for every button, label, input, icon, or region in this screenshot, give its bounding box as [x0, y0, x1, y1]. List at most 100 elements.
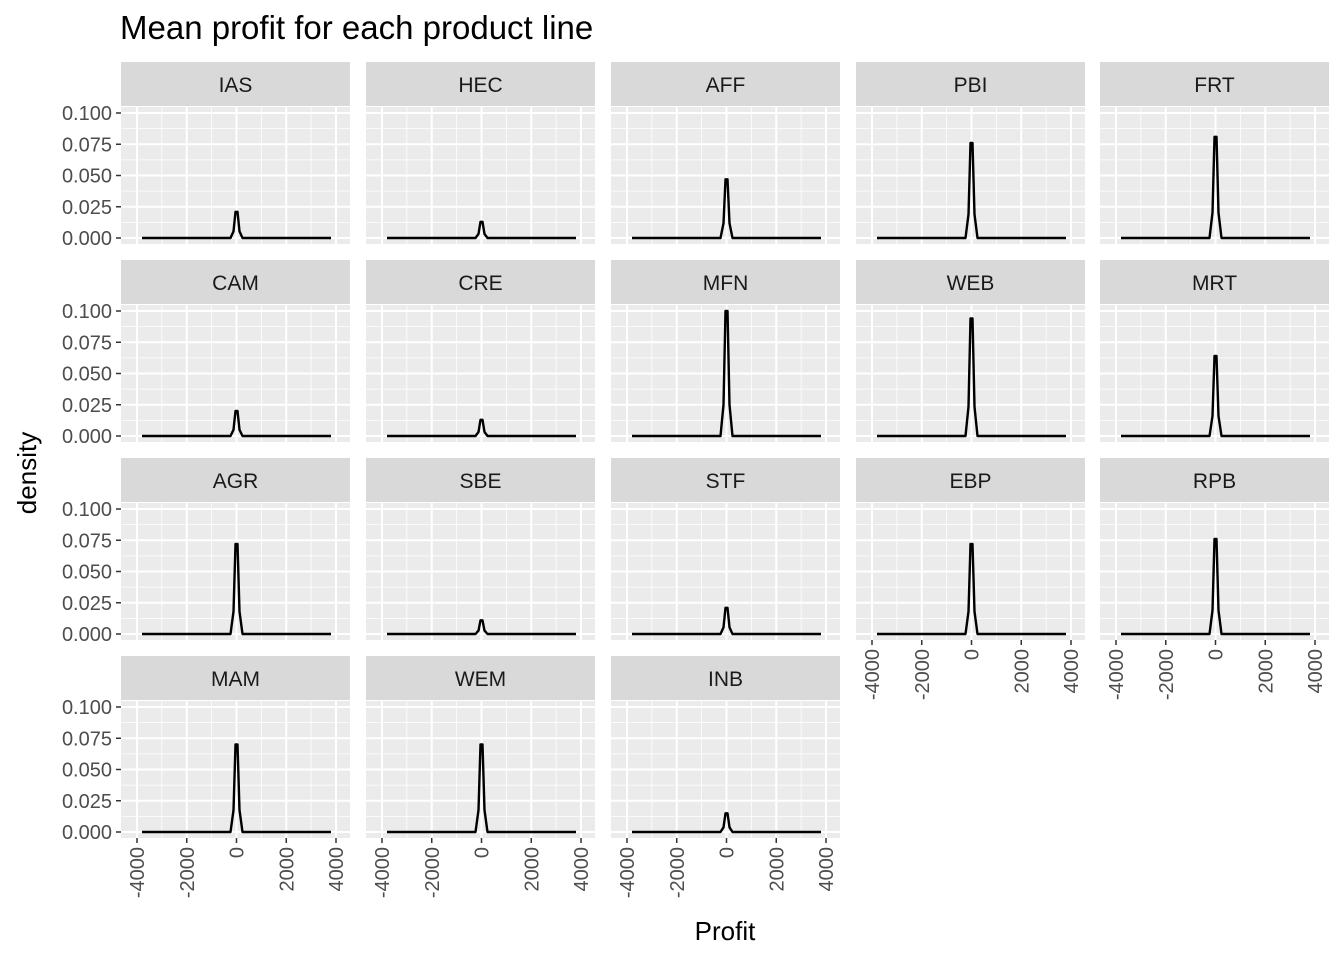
facet-strip: [856, 260, 1085, 304]
facet-hec: HEC: [366, 62, 595, 244]
x-tick-label: 4000: [816, 847, 838, 892]
density-line-agr: [142, 542, 331, 636]
facet-agr: AGR 0.000 0.025 0.050 0.075 0.100: [62, 458, 350, 646]
facet-web: WEB: [856, 260, 1085, 442]
facet-strip: [366, 260, 595, 304]
facet-strip: [121, 458, 350, 502]
facet-sbe: SBE: [366, 458, 595, 640]
density-line-wem: [387, 743, 576, 834]
facet-strip: [856, 62, 1085, 106]
density-line-pbi: [877, 141, 1066, 240]
facet-wem: WEM -4000 -2000 0 2000 4000: [366, 656, 595, 898]
facet-strip: [1100, 458, 1329, 502]
facet-strip-label: AGR: [213, 470, 259, 493]
y-tick-label: 0.050: [62, 760, 112, 782]
density-line-mam: [142, 743, 331, 834]
y-tick-label: 0.050: [62, 364, 112, 386]
facet-strip: [121, 62, 350, 106]
x-tick-label: 2000: [1011, 649, 1033, 694]
y-tick-label: 0.025: [62, 395, 112, 417]
density-line-cre: [387, 418, 576, 438]
facet-ebp: EBP -4000 -2000 0 2000 4000: [856, 458, 1085, 700]
facet-strip-label: IAS: [219, 74, 253, 97]
facet-strip: [366, 62, 595, 106]
x-tick-label: 0: [227, 847, 249, 858]
x-tick-label: -4000: [127, 847, 149, 898]
y-tick-label: 0.075: [62, 134, 112, 156]
density-line-ebp: [877, 542, 1066, 636]
y-tick-label: 0.050: [62, 166, 112, 188]
facet-mrt: MRT: [1100, 260, 1329, 442]
x-tick-label: 2000: [766, 847, 788, 892]
facet-mam: MAM 0.000 0.025 0.050 0.075 0.100 -4000 -2000 0 2…: [62, 656, 350, 898]
density-line-sbe: [387, 619, 576, 636]
facet-strip: [121, 260, 350, 304]
y-tick-label: 0.000: [62, 426, 112, 448]
facet-mfn: MFN: [611, 260, 840, 442]
facet-strip: [1100, 260, 1329, 304]
facet-strip: [1100, 62, 1329, 106]
x-tick-label: 4000: [571, 847, 593, 892]
x-tick-label: 4000: [1061, 649, 1083, 694]
y-tick-label: 0.100: [62, 697, 112, 719]
x-tick-label: -2000: [177, 847, 199, 898]
facet-stf: STF: [611, 458, 840, 640]
density-line-web: [877, 317, 1066, 438]
density-line-cam: [142, 409, 331, 438]
density-line-mfn: [632, 309, 821, 438]
facet-strip-label: STF: [706, 470, 746, 493]
y-tick-label: 0.000: [62, 624, 112, 646]
x-tick-label: -2000: [912, 649, 934, 700]
y-tick-label: 0.025: [62, 197, 112, 219]
facet-strip-label: MAM: [211, 668, 260, 691]
facet-strip-label: CAM: [212, 272, 259, 295]
x-tick-label: 0: [962, 649, 984, 660]
density-line-rpb: [1121, 537, 1310, 636]
facet-pbi: PBI: [856, 62, 1085, 244]
facet-strip: [856, 458, 1085, 502]
facet-strip-label: HEC: [458, 74, 502, 97]
y-tick-label: 0.000: [62, 822, 112, 844]
facet-strip: [366, 656, 595, 700]
facet-strip: [366, 458, 595, 502]
facet-strip-label: RPB: [1193, 470, 1236, 493]
y-tick-label: 0.100: [62, 499, 112, 521]
y-tick-label: 0.050: [62, 562, 112, 584]
facet-strip-label: WEM: [455, 668, 506, 691]
facet-inb: INB -4000 -2000 0 2000 4000: [611, 656, 840, 898]
y-tick-label: 0.000: [62, 228, 112, 250]
x-tick-label: 4000: [326, 847, 348, 892]
x-axis-title: Profit: [695, 916, 756, 946]
facet-strip-label: MRT: [1192, 272, 1237, 295]
density-line-mrt: [1121, 354, 1310, 438]
density-line-hec: [387, 220, 576, 240]
facet-strip-label: SBE: [459, 470, 501, 493]
x-tick-label: -4000: [617, 847, 639, 898]
facet-strip-label: AFF: [706, 74, 746, 97]
facet-strip: [611, 260, 840, 304]
facet-frt: FRT: [1100, 62, 1329, 244]
y-tick-label: 0.100: [62, 103, 112, 125]
y-tick-label: 0.075: [62, 530, 112, 552]
facet-strip-label: INB: [708, 668, 743, 691]
density-line-aff: [632, 178, 821, 240]
y-tick-label: 0.075: [62, 728, 112, 750]
facet-cre: CRE: [366, 260, 595, 442]
facet-panels: IAS 0.000 0.025 0.050 0.075 0.100 HEC AFF PBI FRT…: [62, 62, 1329, 898]
facet-strip-label: FRT: [1194, 74, 1235, 97]
y-tick-label: 0.100: [62, 301, 112, 323]
x-tick-label: -2000: [667, 847, 689, 898]
facet-strip-label: WEB: [947, 272, 995, 295]
facet-strip: [121, 656, 350, 700]
density-line-inb: [632, 812, 821, 834]
x-tick-label: 2000: [276, 847, 298, 892]
x-tick-label: 0: [717, 847, 739, 858]
facet-strip-label: PBI: [954, 74, 988, 97]
density-line-ias: [142, 210, 331, 240]
x-tick-label: -2000: [422, 847, 444, 898]
density-line-frt: [1121, 135, 1310, 240]
x-tick-label: 2000: [1255, 649, 1277, 694]
facet-strip: [611, 656, 840, 700]
x-tick-label: 0: [1206, 649, 1228, 660]
x-tick-label: -2000: [1156, 649, 1178, 700]
